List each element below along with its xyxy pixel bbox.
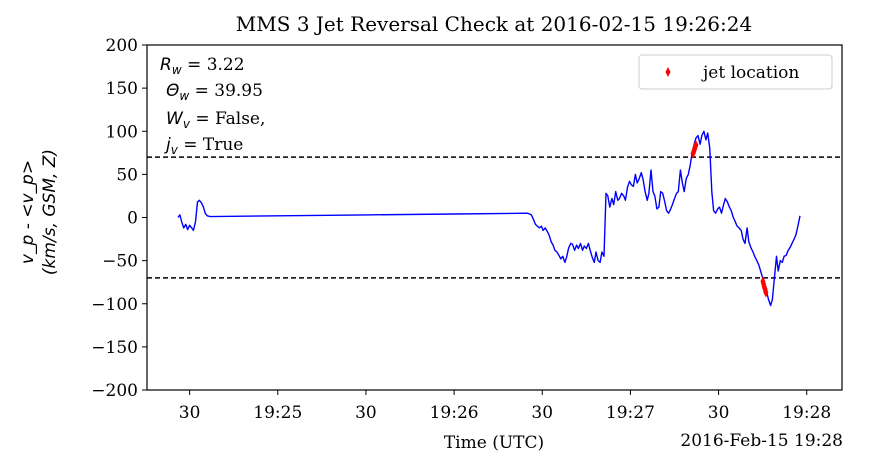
y-tick-label: 100 — [106, 122, 138, 142]
legend-box — [638, 54, 833, 90]
y-tick-label: 150 — [106, 79, 138, 99]
plot-area — [147, 130, 842, 307]
y-axis-label-line2: (km/s, GSM, Z) — [40, 149, 60, 275]
y-tick-label: −100 — [91, 295, 138, 315]
x-tick-label: 19:25 — [253, 403, 302, 423]
y-tick-label: 0 — [127, 209, 138, 229]
x-axis-label: Time (UTC) — [444, 433, 544, 453]
axis-ticks: 30 19:25 30 19:26 30 19:27 30 19:28 200 150 100 50 0… — [91, 36, 831, 423]
annotation-j-v: jv = True — [164, 135, 243, 157]
legend-marker-icon — [665, 67, 671, 77]
x-tick-label: 30 — [179, 403, 201, 423]
stats-annotation: Rw = 3.22 Θw = 39.95 Wv = False, jv = Tr… — [160, 55, 265, 157]
annotation-theta-w: Θw = 39.95 — [166, 81, 263, 103]
legend-label: jet location — [701, 63, 799, 83]
y-tick-label: −150 — [91, 338, 138, 358]
x-tick-label: 30 — [355, 403, 377, 423]
y-axis-label-line1: v_p - <v_p> — [18, 160, 38, 264]
x-axis-offset-label: 2016-Feb-15 19:28 — [680, 431, 843, 451]
x-tick-label: 19:27 — [606, 403, 655, 423]
y-tick-label: −200 — [91, 381, 138, 401]
series-line-velocity — [177, 130, 801, 307]
x-tick-label: 19:26 — [430, 403, 479, 423]
annotation-r-w: Rw = 3.22 — [160, 55, 245, 77]
annotation-w-v: Wv = False, — [166, 109, 265, 131]
x-tick-label: 19:28 — [782, 403, 831, 423]
x-tick-label: 30 — [708, 403, 730, 423]
y-tick-label: 200 — [106, 36, 138, 56]
x-tick-label: 30 — [531, 403, 553, 423]
y-tick-label: −50 — [102, 252, 138, 272]
jet-location-marker — [693, 140, 699, 151]
legend: jet location — [638, 54, 833, 90]
chart-title: MMS 3 Jet Reversal Check at 2016-02-15 1… — [236, 12, 752, 36]
jet-location-marker — [763, 287, 769, 298]
y-tick-label: 50 — [116, 165, 138, 185]
axes-frame — [146, 44, 843, 391]
y-axis-label: v_p - <v_p> (km/s, GSM, Z) — [18, 149, 60, 275]
